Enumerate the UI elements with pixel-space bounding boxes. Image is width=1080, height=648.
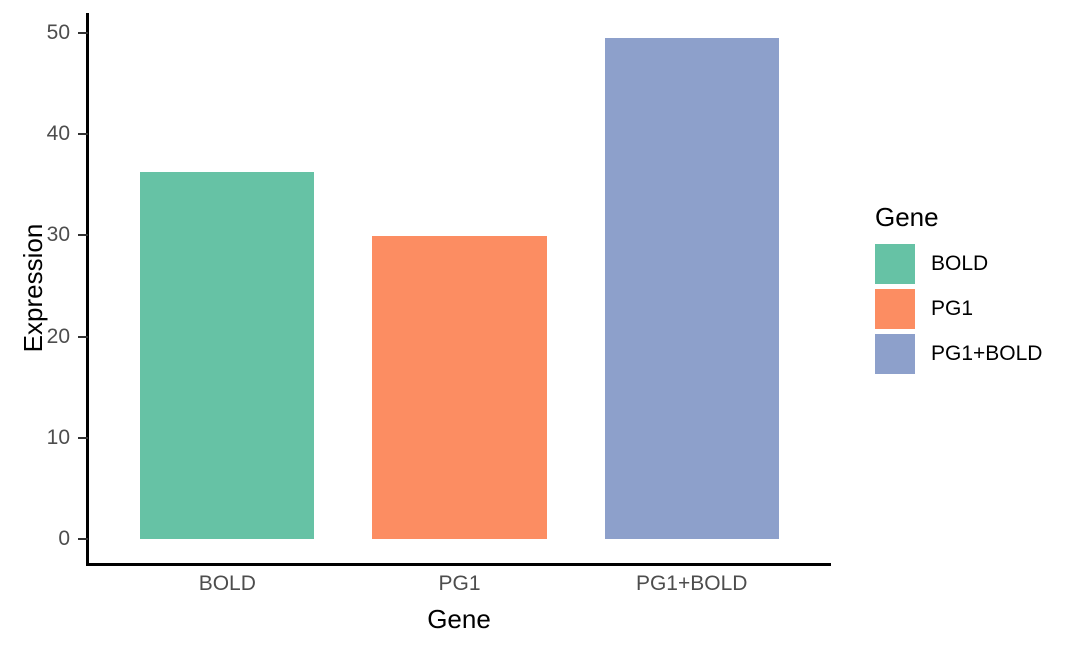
legend: Gene BOLD PG1 PG1+BOLD xyxy=(875,202,1042,379)
legend-title: Gene xyxy=(875,202,939,232)
bar-pg1 xyxy=(372,236,547,539)
legend-entry: PG1 xyxy=(875,289,1042,329)
legend-label: PG1+BOLD xyxy=(931,342,1043,365)
y-tick-mark xyxy=(78,436,88,439)
y-tick-mark xyxy=(78,234,88,237)
x-axis-title: Gene xyxy=(427,604,491,634)
x-tick-label: PG1 xyxy=(438,572,481,595)
y-tick-label: 50 xyxy=(46,21,70,45)
y-tick-label: 40 xyxy=(46,122,70,146)
y-tick-mark xyxy=(78,32,88,35)
y-axis-line xyxy=(86,13,89,566)
y-tick-label: 10 xyxy=(46,425,70,449)
bar-bold xyxy=(140,171,315,539)
legend-entries: BOLD PG1 PG1+BOLD xyxy=(875,244,1042,374)
y-axis-title: Expression xyxy=(18,223,48,353)
legend-label: PG1 xyxy=(931,297,974,320)
y-tick-mark xyxy=(78,335,88,338)
y-tick-label: 20 xyxy=(46,324,70,348)
legend-key-swatch xyxy=(875,289,915,329)
x-tick-label: PG1+BOLD xyxy=(635,572,748,595)
legend-key-swatch xyxy=(875,244,915,284)
y-tick-label: 30 xyxy=(46,223,70,247)
legend-key-swatch xyxy=(875,334,915,374)
y-tick-label: 0 xyxy=(58,526,70,550)
legend-entry: PG1+BOLD xyxy=(875,334,1042,374)
y-tick-mark xyxy=(78,537,88,540)
x-tick-label: BOLD xyxy=(198,572,256,595)
x-axis-line xyxy=(86,563,831,566)
legend-label: BOLD xyxy=(931,252,989,275)
y-tick-mark xyxy=(78,133,88,136)
bar-pg1-bold xyxy=(604,38,779,539)
legend-entry: BOLD xyxy=(875,244,1042,284)
